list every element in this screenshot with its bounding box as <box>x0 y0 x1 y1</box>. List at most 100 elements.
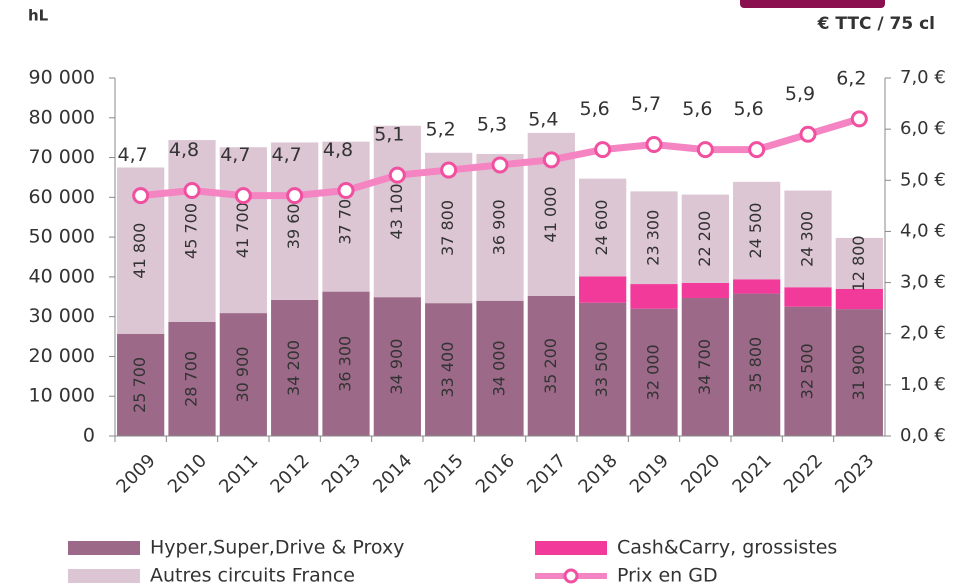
bar-segment <box>579 276 627 303</box>
price-label: 5,1 <box>374 124 404 146</box>
bar-segment <box>630 284 678 309</box>
price-label: 4,7 <box>220 144 250 166</box>
bar-segment <box>835 309 883 436</box>
y2-tick-label: 7,0 € <box>900 67 946 88</box>
bar-segment <box>733 181 781 280</box>
legend-label: Prix en GD <box>617 565 718 587</box>
bar-value-label: 41 800 <box>130 223 149 279</box>
bar-segment <box>476 153 524 301</box>
bar-segment <box>835 237 883 289</box>
y2-tick-label: 2,0 € <box>900 323 946 344</box>
bar-value-label: 34 000 <box>490 340 509 396</box>
bar-value-label: 41 000 <box>541 186 560 242</box>
price-label: 5,7 <box>631 93 661 115</box>
bar-value-label: 33 500 <box>592 341 611 397</box>
bar-segment <box>476 300 524 436</box>
bar-segment <box>681 194 729 283</box>
x-tick-label: 2009 <box>112 450 159 497</box>
x-tick-label: 2014 <box>369 450 416 497</box>
price-point <box>491 156 509 174</box>
price-point <box>594 141 612 159</box>
price-label: 5,4 <box>528 108 558 130</box>
bar-segment <box>733 293 781 436</box>
price-label: 4,7 <box>118 144 148 166</box>
x-tick-label: 2016 <box>472 450 519 497</box>
price-point <box>183 182 201 200</box>
y-axis-label: hL <box>28 7 49 25</box>
price-point <box>337 182 355 200</box>
bar-value-label: 34 200 <box>284 340 303 396</box>
bar-value-label: 30 900 <box>233 347 252 403</box>
bar-value-label: 36 300 <box>336 336 355 392</box>
y2-axis-label: € TTC / 75 cl <box>817 14 935 34</box>
bar-value-label: 31 900 <box>849 345 868 401</box>
x-tick-label: 2015 <box>420 450 467 497</box>
price-point <box>440 161 458 179</box>
bar-segment <box>681 282 729 298</box>
y2-tick-label: 5,0 € <box>900 169 946 190</box>
bar-segment <box>579 178 627 277</box>
bar-value-label: 35 800 <box>746 337 765 393</box>
bar-segment <box>322 141 370 292</box>
y2-tick-label: 4,0 € <box>900 220 946 241</box>
legend-label: Autres circuits France <box>150 565 355 587</box>
y2-tick-label: 3,0 € <box>900 272 946 293</box>
bar-segment <box>733 279 781 294</box>
bar-value-label: 24 600 <box>592 200 611 256</box>
legend-swatch <box>535 541 607 555</box>
bar-segment <box>271 142 319 300</box>
bar-segment <box>271 299 319 436</box>
bar-value-label: 45 700 <box>182 203 201 259</box>
bar-segment <box>784 287 832 307</box>
price-label: 5,6 <box>734 98 764 120</box>
price-label: 5,6 <box>580 98 610 120</box>
bar-value-label: 32 500 <box>798 343 817 399</box>
x-tick-label: 2017 <box>523 450 570 497</box>
bar-segment <box>784 306 832 436</box>
legend-swatch <box>68 541 140 555</box>
bar-value-label: 23 300 <box>644 210 663 266</box>
y2-tick-label: 0,0 € <box>900 425 946 446</box>
corner-box <box>740 0 885 8</box>
bar-segment <box>527 295 575 436</box>
bar-value-label: 36 900 <box>490 199 509 255</box>
legend-point <box>563 568 579 584</box>
bar-segment <box>630 191 678 285</box>
price-label: 5,2 <box>426 119 456 141</box>
bar-value-label: 34 900 <box>387 339 406 395</box>
bar-segment <box>168 140 216 322</box>
x-tick-label: 2012 <box>266 450 313 497</box>
y-tick-label: 90 000 <box>29 67 95 89</box>
x-tick-label: 2013 <box>318 450 365 497</box>
price-point <box>748 141 766 159</box>
price-label: 4,8 <box>323 139 353 161</box>
x-tick-label: 2022 <box>780 450 827 497</box>
y-tick-label: 0 <box>83 425 95 447</box>
bar-segment <box>681 297 729 436</box>
bar-segment <box>579 302 627 436</box>
price-point <box>234 187 252 205</box>
bar-value-label: 39 600 <box>284 193 303 249</box>
y-tick-label: 10 000 <box>29 385 95 407</box>
price-point <box>696 141 714 159</box>
price-point <box>132 187 150 205</box>
y-tick-label: 40 000 <box>29 265 95 287</box>
bar-segment <box>425 303 473 436</box>
bar-value-label: 35 200 <box>541 338 560 394</box>
price-point <box>850 110 868 128</box>
bar-segment <box>219 147 267 314</box>
price-label: 4,7 <box>272 144 302 166</box>
price-label: 5,3 <box>477 113 507 135</box>
price-point <box>286 187 304 205</box>
legend-label: Hyper,Super,Drive & Proxy <box>150 537 404 559</box>
x-tick-label: 2019 <box>626 450 673 497</box>
x-tick-label: 2011 <box>215 450 262 497</box>
x-tick-label: 2021 <box>728 450 775 497</box>
price-point <box>542 151 560 169</box>
bar-value-label: 22 200 <box>695 211 714 267</box>
x-tick-label: 2010 <box>164 450 211 497</box>
bar-segment <box>373 125 421 298</box>
price-point <box>388 166 406 184</box>
legend-swatch <box>68 569 140 583</box>
